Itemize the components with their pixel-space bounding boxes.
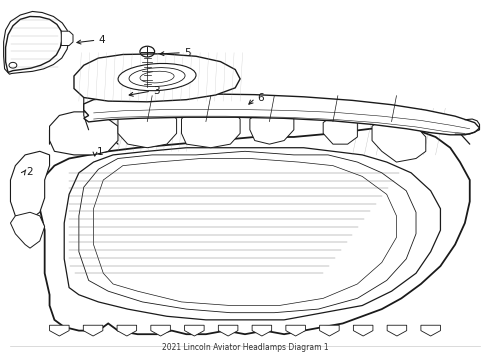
Polygon shape	[421, 325, 441, 336]
Polygon shape	[219, 325, 238, 336]
Polygon shape	[49, 325, 69, 336]
Polygon shape	[94, 158, 396, 306]
Text: 2021 Lincoln Aviator Headlamps Diagram 1: 2021 Lincoln Aviator Headlamps Diagram 1	[162, 343, 328, 352]
Polygon shape	[372, 119, 426, 162]
Ellipse shape	[118, 63, 196, 91]
Text: 6: 6	[257, 93, 264, 103]
Text: 1: 1	[97, 147, 103, 157]
Text: 3: 3	[153, 86, 160, 96]
Ellipse shape	[129, 68, 185, 86]
Text: 5: 5	[184, 48, 191, 58]
Polygon shape	[181, 105, 240, 148]
Text: 4: 4	[98, 35, 105, 45]
Polygon shape	[83, 325, 103, 336]
Polygon shape	[118, 105, 176, 148]
Polygon shape	[252, 325, 271, 336]
Polygon shape	[84, 94, 480, 135]
Polygon shape	[206, 98, 235, 116]
Polygon shape	[151, 325, 171, 336]
Text: 2: 2	[26, 167, 33, 177]
Polygon shape	[319, 325, 339, 336]
Polygon shape	[185, 325, 204, 336]
Polygon shape	[323, 116, 357, 144]
Polygon shape	[5, 17, 62, 72]
Polygon shape	[10, 212, 45, 248]
Polygon shape	[64, 148, 441, 320]
Polygon shape	[74, 54, 240, 102]
Polygon shape	[79, 151, 416, 313]
Polygon shape	[61, 31, 73, 45]
Polygon shape	[49, 112, 118, 155]
Polygon shape	[353, 325, 373, 336]
Polygon shape	[250, 108, 294, 144]
Polygon shape	[286, 325, 305, 336]
Polygon shape	[117, 325, 137, 336]
Ellipse shape	[140, 71, 174, 83]
Polygon shape	[387, 325, 407, 336]
Polygon shape	[3, 12, 69, 74]
Polygon shape	[10, 151, 49, 220]
Polygon shape	[40, 126, 470, 334]
